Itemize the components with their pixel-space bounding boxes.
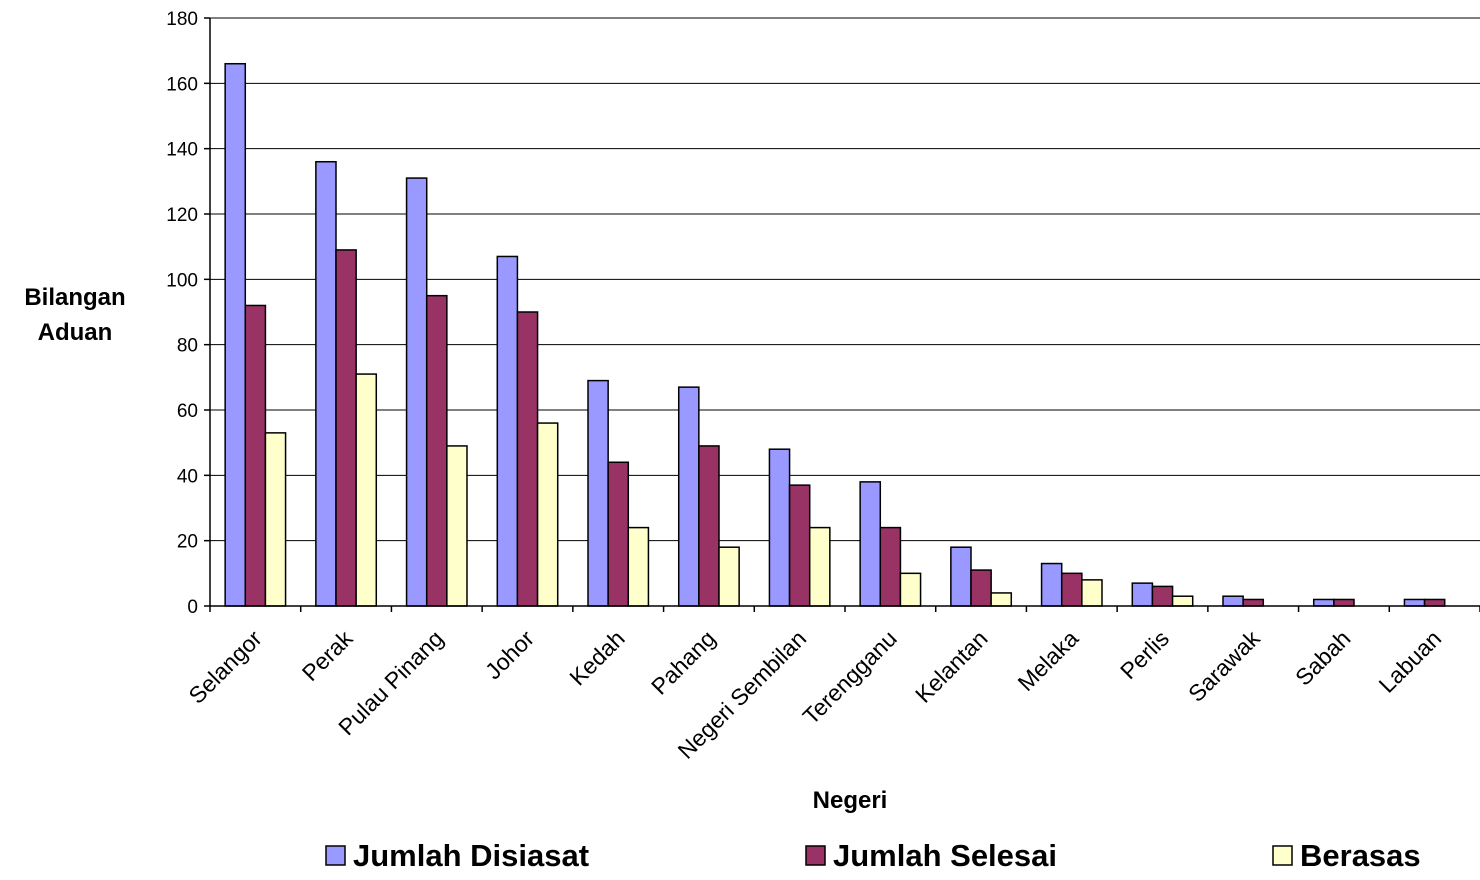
x-tick-label: Labuan: [1374, 625, 1447, 698]
y-tick-label: 0: [187, 597, 198, 618]
legend-swatch: [1272, 845, 1293, 866]
x-tick-label: Melaka: [1013, 625, 1084, 696]
y-tick-label: 120: [166, 205, 198, 226]
bar-berasas: [355, 373, 378, 607]
legend-label: Jumlah Disiasat: [353, 838, 589, 873]
bar-jumlah-selesai: [970, 569, 992, 607]
bar-berasas: [990, 592, 1013, 607]
bar-jumlah-disiasat: [950, 546, 972, 607]
bar-jumlah-selesai: [1060, 572, 1083, 607]
x-tick-label: Pahang: [646, 625, 720, 699]
bar-jumlah-selesai: [879, 526, 902, 607]
bar-jumlah-selesai: [1151, 585, 1174, 607]
bar-jumlah-disiasat: [677, 386, 700, 607]
bars: [224, 62, 1446, 607]
x-tick-label: Kedah: [564, 625, 629, 690]
bar-jumlah-disiasat: [315, 160, 337, 607]
bar-jumlah-selesai: [1423, 598, 1446, 607]
bar-jumlah-disiasat: [1040, 562, 1063, 607]
x-tick-label: Sarawak: [1183, 625, 1265, 707]
bar-jumlah-selesai: [1242, 598, 1265, 607]
bar-berasas: [718, 546, 740, 607]
bar-jumlah-selesai: [698, 445, 720, 607]
gridlines: [204, 17, 1480, 607]
bar-jumlah-selesai: [1333, 598, 1355, 607]
bar-jumlah-disiasat: [224, 62, 247, 607]
bar-jumlah-selesai: [244, 304, 267, 607]
y-tick-label: 80: [177, 336, 198, 357]
y-axis-title-line2: Aduan: [38, 319, 113, 346]
bar-jumlah-disiasat: [587, 379, 609, 607]
bar-jumlah-selesai: [516, 311, 539, 607]
y-axis-title-line1: Bilangan: [24, 284, 125, 311]
legend-label: Berasas: [1300, 838, 1421, 873]
bar-berasas: [536, 422, 559, 607]
x-tick-label: Terengganu: [798, 625, 902, 729]
bar-berasas: [264, 432, 287, 607]
bar-jumlah-disiasat: [768, 448, 791, 607]
y-tick-label: 40: [177, 466, 198, 487]
bar-berasas: [808, 526, 831, 607]
bar-jumlah-disiasat: [1222, 595, 1244, 607]
legend: Jumlah Disiasat Jumlah Selesai Berasas: [325, 838, 1421, 873]
bar-jumlah-selesai: [335, 249, 357, 607]
legend-swatch: [805, 845, 826, 866]
y-tick-label: 20: [177, 532, 198, 553]
bar-jumlah-disiasat: [496, 255, 519, 607]
bar-jumlah-selesai: [607, 461, 630, 607]
y-tick-label: 60: [177, 401, 198, 422]
x-axis-title: Negeri: [813, 787, 888, 814]
x-tick-label: Selangor: [183, 625, 267, 709]
bar-jumlah-disiasat: [1131, 582, 1154, 607]
bar-berasas: [627, 526, 650, 607]
bar-jumlah-disiasat: [405, 177, 428, 607]
axes: [209, 18, 1480, 607]
legend-label: Jumlah Selesai: [833, 838, 1057, 873]
bar-jumlah-disiasat: [1403, 598, 1426, 607]
x-tick-label: Perak: [297, 625, 358, 686]
bar-jumlah-disiasat: [859, 481, 882, 607]
legend-swatch: [325, 845, 346, 866]
bar-jumlah-selesai: [788, 484, 811, 607]
bar-berasas: [1081, 579, 1103, 607]
bar-berasas: [446, 445, 468, 607]
y-tick-label: 100: [166, 270, 198, 291]
y-tick-label: 160: [166, 74, 198, 95]
x-tick-label: Perlis: [1115, 625, 1174, 684]
y-tick-label: 140: [166, 140, 198, 161]
x-tick-label: Johor: [480, 625, 539, 684]
y-tick-labels: 0 20 40 60 80 100 120 140 160 180: [166, 9, 198, 618]
bar-berasas: [1171, 595, 1194, 607]
x-tick-label: Sabah: [1290, 625, 1355, 690]
bar-jumlah-selesai: [425, 294, 448, 607]
bar-berasas: [899, 572, 922, 607]
y-tick-label: 180: [166, 9, 198, 30]
x-tick-label: Kelantan: [910, 625, 993, 708]
bar-jumlah-disiasat: [1312, 598, 1335, 607]
